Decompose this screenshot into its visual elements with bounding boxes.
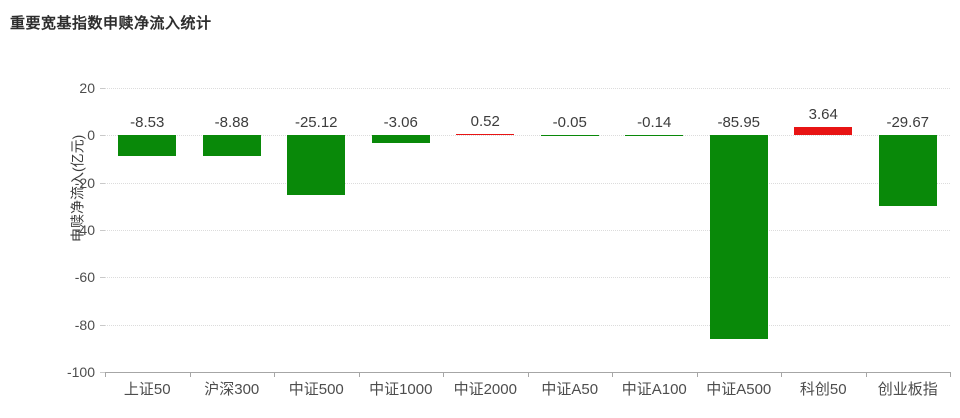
bar-中证1000[interactable] xyxy=(371,135,430,143)
gridline xyxy=(105,324,950,326)
bar-上证50[interactable] xyxy=(118,135,177,156)
y-axis-tick-mark xyxy=(100,277,105,279)
y-axis-tick-label: -60 xyxy=(74,269,95,286)
bar-沪深300[interactable] xyxy=(202,135,261,157)
bar-value-label: -85.95 xyxy=(717,114,761,132)
x-axis-category-label: 科创50 xyxy=(799,381,847,398)
y-axis-tick-label: 20 xyxy=(79,80,95,96)
x-axis-tick-mark xyxy=(443,372,444,377)
y-axis-tick-label: -20 xyxy=(74,174,95,191)
x-axis-tick-mark xyxy=(527,372,529,377)
x-axis-tick-mark xyxy=(358,372,360,377)
bar-value-label: -3.06 xyxy=(383,114,418,132)
gridline xyxy=(105,182,950,184)
x-axis-category-label: 中证A500 xyxy=(706,381,772,398)
gridline xyxy=(105,230,950,231)
x-axis-category-label: 中证2000 xyxy=(453,381,517,398)
gridline xyxy=(105,88,950,89)
bar-中证2000[interactable] xyxy=(456,134,515,136)
bar-中证500[interactable] xyxy=(287,135,346,195)
y-axis-tick-label: -40 xyxy=(74,222,95,238)
bar-创业板指[interactable] xyxy=(878,135,937,206)
x-axis-category-label: 沪深300 xyxy=(204,381,260,398)
y-axis-tick-mark xyxy=(100,135,105,137)
gridline xyxy=(105,277,950,279)
x-axis-tick-mark xyxy=(696,372,698,377)
bar-value-label: -29.67 xyxy=(886,114,930,132)
y-axis-tick-mark xyxy=(100,324,105,326)
x-axis-tick-mark xyxy=(274,372,275,377)
x-axis-category-label: 创业板指 xyxy=(877,381,938,398)
bar-value-label: -25.12 xyxy=(294,114,338,132)
chart-title: 重要宽基指数申赎净流入统计 xyxy=(10,15,212,32)
plot-area: 20 0 -20 -40 -60 -80 -100 -8.53 上证50 -8.88 沪深300 -2… xyxy=(67,80,951,398)
x-axis-category-label: 上证50 xyxy=(123,381,171,398)
x-axis-category-label: 中证1000 xyxy=(369,381,433,398)
y-axis-tick-mark xyxy=(100,372,105,373)
x-axis-tick-mark xyxy=(612,372,613,377)
y-axis-tick-mark xyxy=(100,230,105,231)
bar-中证A500[interactable] xyxy=(709,135,768,339)
bar-value-label: -0.14 xyxy=(637,114,672,132)
bar-中证A50[interactable] xyxy=(540,135,599,137)
x-axis-tick-mark xyxy=(865,372,867,377)
y-axis-tick-label: 0 xyxy=(87,127,95,144)
y-axis-tick-label: -100 xyxy=(66,364,95,380)
y-axis-tick-mark xyxy=(100,88,105,89)
y-axis-tick-label: -80 xyxy=(74,316,95,333)
bar-value-label: 0.52 xyxy=(470,113,500,131)
bar-科创50[interactable] xyxy=(794,126,853,136)
x-axis-tick-mark xyxy=(781,372,782,377)
bar-value-label: 3.64 xyxy=(808,105,838,123)
bar-value-label: -8.53 xyxy=(130,114,165,132)
bar-value-label: -0.05 xyxy=(552,114,587,132)
x-axis-tick-mark xyxy=(105,372,106,377)
bar-中证A100[interactable] xyxy=(625,135,684,137)
x-axis-tick-mark xyxy=(950,372,951,377)
x-axis-category-label: 中证A100 xyxy=(621,381,687,398)
y-axis-tick-mark xyxy=(100,182,105,184)
x-axis-category-label: 中证500 xyxy=(288,381,344,398)
bar-value-label: -8.88 xyxy=(214,114,249,132)
x-axis-category-label: 中证A50 xyxy=(541,381,599,398)
x-axis-tick-mark xyxy=(189,372,191,377)
gridline xyxy=(105,135,950,137)
